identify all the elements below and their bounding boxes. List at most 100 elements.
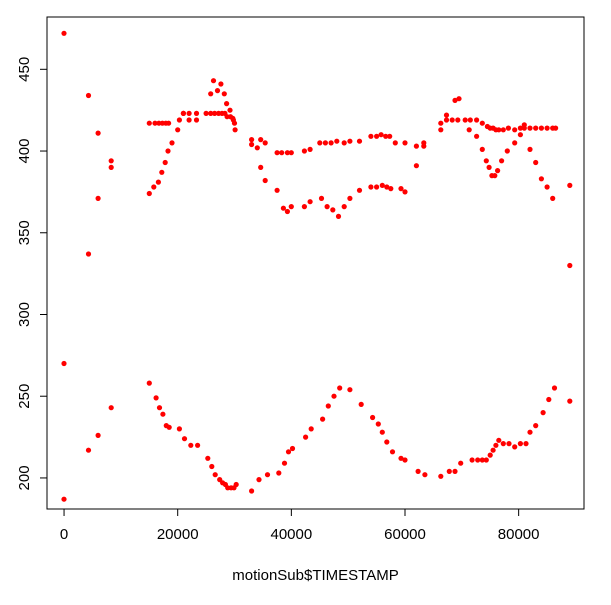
data-point xyxy=(279,150,285,156)
data-point xyxy=(467,117,473,123)
data-point xyxy=(413,163,419,169)
data-point xyxy=(208,110,214,116)
data-point xyxy=(95,195,101,201)
data-point xyxy=(85,447,92,453)
data-point xyxy=(438,473,444,479)
data-point xyxy=(567,262,573,269)
data-point xyxy=(496,437,502,443)
data-point xyxy=(368,133,374,139)
data-point xyxy=(456,96,462,102)
data-point xyxy=(151,184,157,190)
data-point xyxy=(61,360,67,367)
data-point xyxy=(334,138,340,144)
data-point xyxy=(95,432,101,438)
data-point xyxy=(458,460,464,466)
data-point xyxy=(289,445,296,452)
data-point xyxy=(188,442,194,448)
data-point xyxy=(512,127,518,133)
data-point xyxy=(166,120,172,126)
data-point xyxy=(438,127,444,133)
data-point xyxy=(227,107,233,113)
data-point xyxy=(284,208,290,215)
data-point xyxy=(162,159,168,166)
data-point xyxy=(544,125,550,131)
data-point xyxy=(474,133,480,139)
data-point xyxy=(256,477,262,483)
data-point xyxy=(384,439,390,445)
data-point xyxy=(175,127,181,133)
data-point xyxy=(159,169,165,175)
data-point xyxy=(479,146,485,152)
data-point xyxy=(258,137,264,143)
data-point xyxy=(335,213,342,219)
data-point xyxy=(475,457,481,463)
y-tick-label: 300 xyxy=(16,302,33,327)
data-point xyxy=(506,441,512,447)
data-point xyxy=(487,452,493,458)
data-point xyxy=(341,140,347,146)
data-point xyxy=(221,91,227,97)
data-point xyxy=(280,205,286,211)
data-point xyxy=(322,140,328,146)
data-point xyxy=(337,385,343,391)
data-point xyxy=(392,140,398,146)
data-point xyxy=(318,195,325,201)
data-point xyxy=(224,101,230,107)
data-point xyxy=(479,457,485,463)
data-point xyxy=(356,138,363,144)
data-point xyxy=(495,168,501,174)
data-point xyxy=(284,150,290,156)
x-tick-label: 40000 xyxy=(270,526,312,543)
data-point xyxy=(449,117,455,123)
data-point xyxy=(288,204,294,210)
data-point xyxy=(517,125,524,131)
data-point xyxy=(155,179,161,185)
data-point xyxy=(169,140,175,146)
data-point xyxy=(500,127,506,133)
data-point xyxy=(146,380,152,386)
data-point xyxy=(160,411,166,417)
data-point xyxy=(249,137,255,143)
data-point xyxy=(499,158,505,164)
data-point xyxy=(153,395,159,401)
data-point xyxy=(203,110,209,116)
data-point xyxy=(249,488,255,494)
data-point xyxy=(551,385,558,391)
data-point xyxy=(307,199,313,205)
data-point xyxy=(550,195,556,201)
data-point xyxy=(341,204,347,210)
x-axis-title: motionSub$TIMESTAMP xyxy=(232,567,398,584)
data-point xyxy=(320,416,326,422)
data-point xyxy=(533,423,539,429)
data-point xyxy=(483,457,489,463)
data-point xyxy=(521,122,527,128)
data-point xyxy=(527,146,533,152)
y-tick-label: 200 xyxy=(16,465,33,490)
data-point xyxy=(186,117,192,123)
data-point xyxy=(165,148,171,154)
data-point xyxy=(325,403,331,409)
data-point xyxy=(214,88,221,94)
data-point xyxy=(152,120,158,126)
data-point xyxy=(301,204,307,210)
data-point xyxy=(527,429,533,435)
data-point xyxy=(85,251,92,257)
data-point xyxy=(347,195,353,201)
data-point xyxy=(493,442,499,448)
y-axis: 200 250 300 350 400 450 xyxy=(16,57,48,490)
data-point xyxy=(375,421,381,427)
data-point xyxy=(258,164,264,170)
data-point xyxy=(193,110,200,116)
data-point xyxy=(384,184,390,190)
data-point xyxy=(492,173,498,179)
data-point xyxy=(553,125,559,131)
data-point xyxy=(166,424,172,430)
data-point xyxy=(500,441,506,447)
data-point xyxy=(307,146,313,152)
data-point xyxy=(374,133,380,139)
data-point xyxy=(176,426,182,432)
data-point xyxy=(303,434,309,440)
data-point xyxy=(330,207,336,213)
data-point xyxy=(479,120,485,126)
data-point xyxy=(505,125,511,131)
